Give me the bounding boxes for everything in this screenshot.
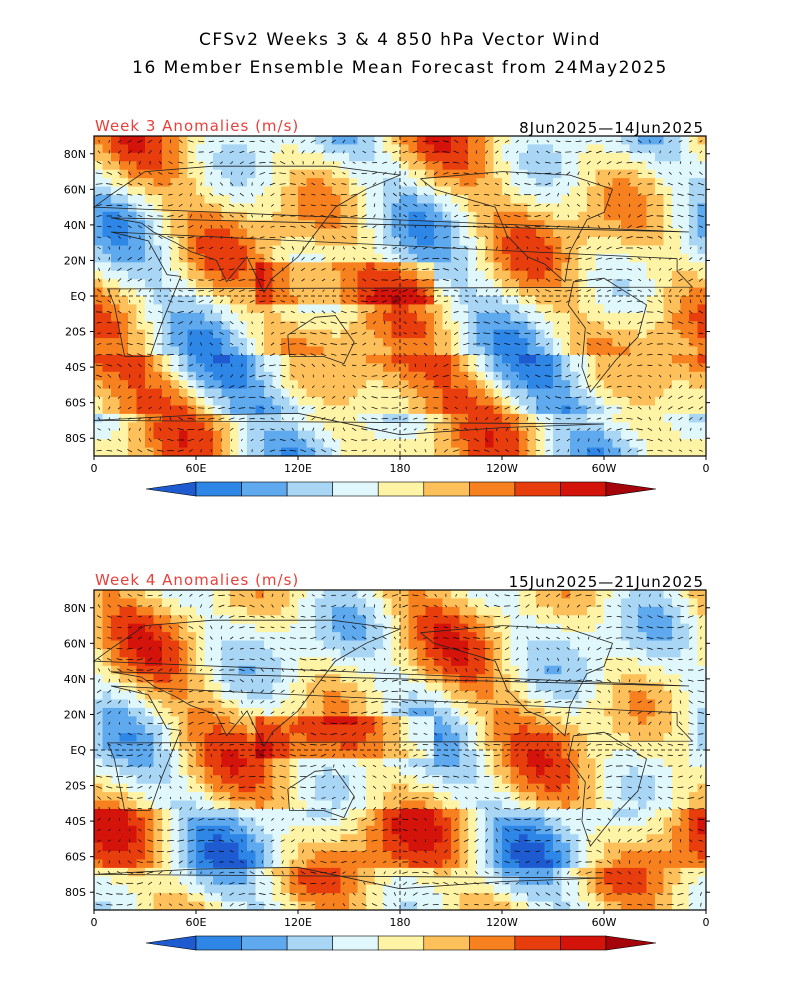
chart-title-line2: 16 Member Ensemble Mean Forecast from 24… [132,58,668,78]
coastlines [92,165,694,436]
lon-label: 0 [91,462,98,475]
week4-anomaly-map: 80N 60N 40N 20N EQ 20S 40S 60S 80S 0 60E 120E 180 120… [64,589,710,951]
lat-label: EQ [70,290,86,303]
lat-label: 60N [64,183,86,196]
colorbar: −10−6−2−1012610 [145,935,657,951]
lon-label: 0 [703,462,710,475]
coastline-path [567,277,647,393]
colorbar-swatch [514,935,561,951]
colorbar-swatch [560,935,607,951]
lat-label: 80S [65,886,86,899]
lat-label: 20N [64,254,86,267]
colorbar-swatch [377,935,425,951]
lat-label: 80S [65,432,86,445]
colorbar-swatch [423,481,470,497]
colorbar-swatch [286,935,333,951]
week4-date-range: 15Jun2025—21Jun2025 [508,573,704,591]
lat-label: 60S [65,851,86,864]
lat-label: 20S [65,780,86,793]
colorbar-swatch [195,481,242,497]
chart-title-line1: CFSv2 Weeks 3 & 4 850 hPa Vector Wind [198,30,602,50]
lon-label: 60E [186,916,207,929]
colorbar-swatch [332,935,379,951]
colorbar-swatch [241,935,288,951]
week3-label: Week 3 Anomalies (m/s) [95,117,300,135]
colorbar-swatch [423,935,470,951]
colorbar-high-arrow [605,935,657,951]
lat-label: 20N [64,708,86,721]
colorbar-swatch [469,481,516,497]
lat-label: EQ [70,744,86,757]
colorbar-swatch [514,481,561,497]
colorbar-low-arrow [145,481,197,497]
wind-vectors [95,593,705,907]
lon-label: 120W [486,916,518,929]
coastline-path [420,171,614,283]
coastline-path [93,866,605,890]
lat-label: 40N [64,219,86,232]
lon-label: 0 [703,916,710,929]
lon-label: 60W [592,916,617,929]
week3-anomaly-map: 80N 60N 40N 20N EQ 20S 40S 60S 80S 0 60E 120E 180 120… [64,135,710,497]
lon-label: 120E [284,916,312,929]
coastline-path [106,685,694,811]
lat-label: 40N [64,673,86,686]
wind-vectors [95,139,705,453]
lon-label: 60W [592,462,617,475]
colorbar-swatch [469,935,516,951]
week3-date-range: 8Jun2025—14Jun2025 [519,119,704,137]
coastline-path [420,625,614,737]
colorbar-swatch [241,481,288,497]
lat-label: 40S [65,815,86,828]
coastline-path [287,769,355,819]
lat-label: 60N [64,637,86,650]
lat-label: 80N [64,148,86,161]
lon-label: 120W [486,462,518,475]
colorbar-swatch [195,935,242,951]
coastline-path [92,165,690,294]
colorbar-swatch [377,481,425,497]
lon-label: 180 [390,462,411,475]
colorbar-swatch [286,481,333,497]
lat-label: 80N [64,602,86,615]
coastline-path [93,412,605,436]
colorbar-high-arrow [605,481,657,497]
coastline-path [567,731,647,847]
lon-label: 180 [390,916,411,929]
coastline-path [92,619,690,748]
lon-label: 120E [284,462,312,475]
colorbar-low-arrow [145,935,197,951]
coastlines [92,619,694,890]
coastline-path [106,231,694,357]
lat-label: 40S [65,361,86,374]
anomaly-field [94,590,707,911]
lat-label: 60S [65,397,86,410]
week4-label: Week 4 Anomalies (m/s) [95,571,300,589]
lat-label: 20S [65,326,86,339]
colorbar-swatch [332,481,379,497]
lon-label: 0 [91,916,98,929]
lon-label: 60E [186,462,207,475]
coastline-path [287,315,355,365]
colorbar: −10−6−2−1012610 [145,481,657,497]
colorbar-swatch [560,481,607,497]
